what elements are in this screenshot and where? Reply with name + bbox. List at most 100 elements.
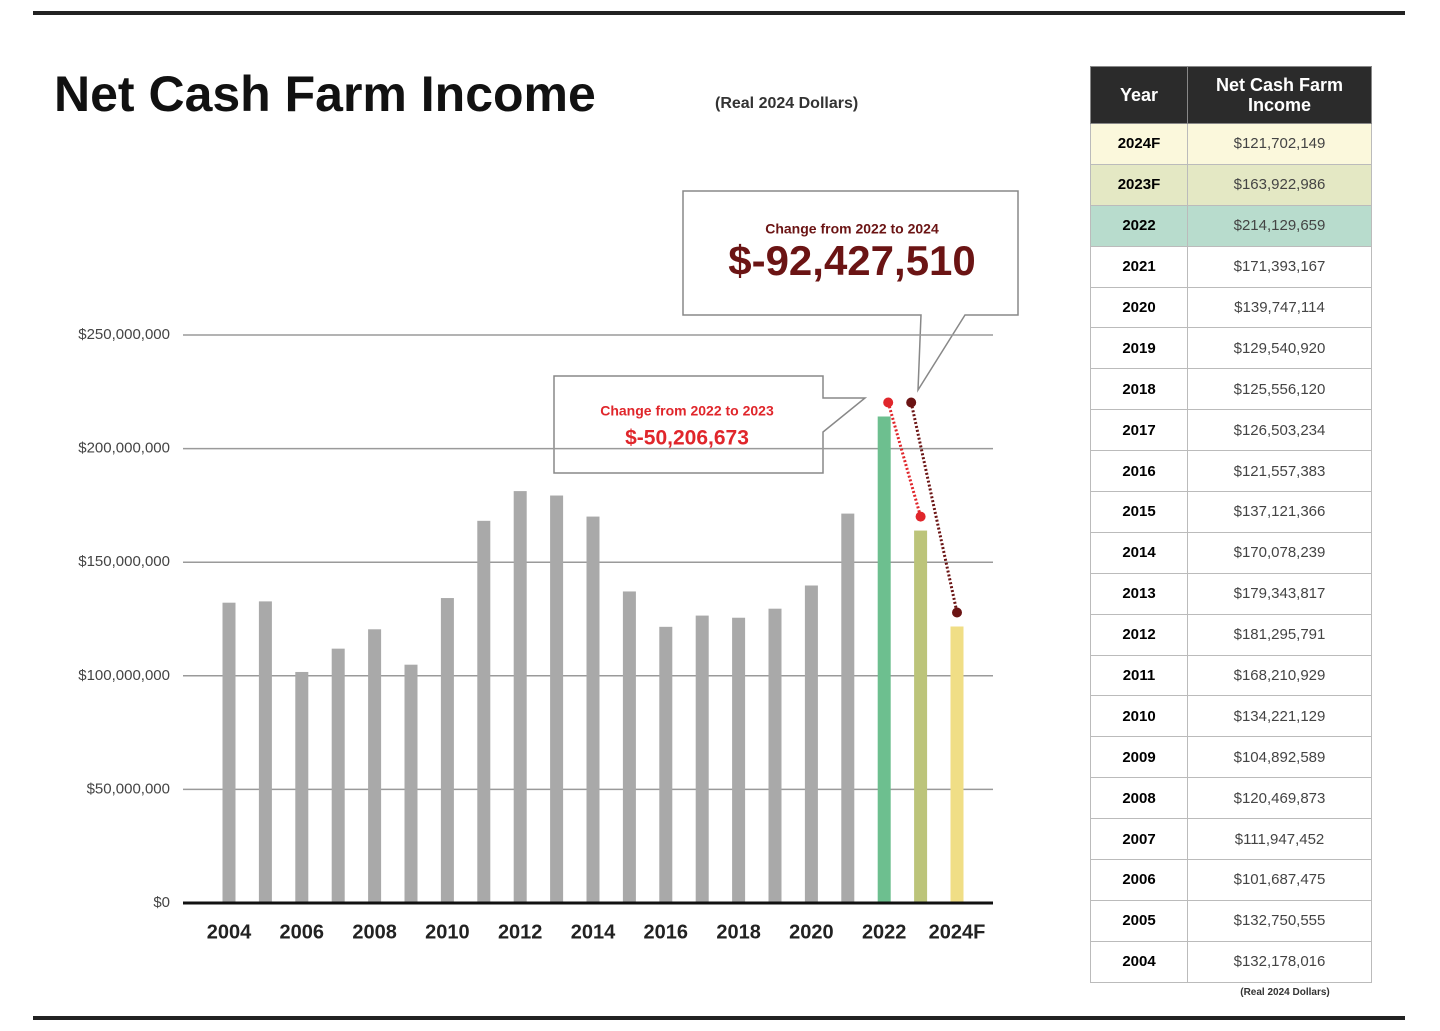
year-cell: 2006 — [1090, 859, 1188, 901]
income-cell: $170,078,239 — [1187, 531, 1372, 574]
bar — [331, 648, 345, 903]
table-row: 2015 $137,121,366 — [1090, 491, 1372, 533]
change-dot — [952, 607, 962, 618]
year-cell: 2020 — [1090, 286, 1188, 329]
year-cell: 2019 — [1090, 327, 1188, 370]
table-row: 2013 $179,343,817 — [1090, 572, 1372, 615]
table-row: 2014 $170,078,239 — [1090, 531, 1372, 574]
table-row: 2016 $121,557,383 — [1090, 450, 1372, 493]
year-cell: 2015 — [1090, 491, 1188, 533]
bottom-rule — [33, 1016, 1405, 1020]
change-dot — [915, 511, 926, 522]
table-row: 2008 $120,469,873 — [1090, 777, 1372, 820]
year-cell: 2009 — [1090, 736, 1188, 779]
bar — [440, 598, 454, 903]
table-row: 2009 $104,892,589 — [1090, 736, 1372, 779]
bar — [513, 491, 527, 903]
header-cell: Net Cash Farm Income — [1187, 66, 1372, 124]
bar — [659, 626, 673, 903]
bar — [622, 591, 636, 903]
year-cell: 2023F — [1090, 163, 1188, 206]
table-row: 2012 $181,295,791 — [1090, 613, 1372, 656]
x-tick-label: 2020 — [789, 921, 834, 943]
income-cell: $121,557,383 — [1187, 450, 1372, 493]
bar — [258, 601, 272, 903]
bar — [768, 608, 782, 903]
year-cell: 2016 — [1090, 450, 1188, 493]
header-cell: Year — [1090, 66, 1188, 124]
y-tick-label: $200,000,000 — [78, 440, 170, 457]
bar — [841, 513, 855, 903]
income-cell: $125,556,120 — [1187, 368, 1372, 411]
income-cell: $104,892,589 — [1187, 736, 1372, 779]
income-cell: $132,750,555 — [1187, 899, 1372, 942]
year-cell: 2005 — [1090, 899, 1188, 942]
bar — [222, 602, 236, 903]
year-cell: 2011 — [1090, 654, 1188, 697]
x-tick-label: 2014 — [571, 921, 616, 943]
bar — [914, 530, 928, 903]
year-cell: 2024F — [1090, 123, 1188, 165]
chart-subtitle: (Real 2024 Dollars) — [715, 95, 858, 112]
data-table: Year Net Cash Farm Income 2024F $121,702,… — [1090, 66, 1372, 983]
chart-title: Net Cash Farm Income — [54, 66, 596, 122]
income-cell: $214,129,659 — [1187, 204, 1372, 247]
callout-box — [553, 375, 868, 474]
callout-box — [682, 190, 1019, 393]
year-cell: 2010 — [1090, 695, 1188, 738]
table-row: 2023F $163,922,986 — [1090, 163, 1372, 206]
bar — [804, 585, 818, 903]
income-cell: $129,540,920 — [1187, 327, 1372, 370]
x-tick-label: 2022 — [862, 921, 907, 943]
income-cell: $137,121,366 — [1187, 491, 1372, 533]
table-row: 2011 $168,210,929 — [1090, 654, 1372, 697]
table-row: 2021 $171,393,167 — [1090, 245, 1372, 288]
table-row: 2005 $132,750,555 — [1090, 899, 1372, 942]
year-cell: 2012 — [1090, 613, 1188, 656]
y-tick-label: $50,000,000 — [87, 780, 170, 797]
income-cell: $132,178,016 — [1187, 940, 1372, 983]
bar — [404, 664, 418, 903]
year-cell: 2021 — [1090, 245, 1188, 288]
callout-value: $-92,427,510 — [728, 237, 976, 284]
year-cell: 2004 — [1090, 940, 1188, 983]
callout-label: Change from 2022 to 2024 — [765, 221, 939, 237]
year-cell: 2013 — [1090, 572, 1188, 615]
year-cell: 2017 — [1090, 409, 1188, 452]
x-tick-label: 2004 — [207, 921, 252, 943]
income-cell: $163,922,986 — [1187, 163, 1372, 206]
table-row: 2004 $132,178,016 — [1090, 940, 1372, 983]
x-tick-label: 2012 — [498, 921, 543, 943]
year-cell: 2022 — [1090, 204, 1188, 247]
bar — [368, 629, 382, 903]
table-row: 2019 $129,540,920 — [1090, 327, 1372, 370]
table-note: (Real 2024 Dollars) — [1240, 987, 1330, 998]
x-tick-label: 2016 — [644, 921, 689, 943]
top-rule — [33, 11, 1405, 15]
income-cell: $168,210,929 — [1187, 654, 1372, 697]
income-cell: $139,747,114 — [1187, 286, 1372, 329]
table-row: 2024F $121,702,149 — [1090, 123, 1372, 165]
x-tick-label: 2018 — [716, 921, 761, 943]
y-tick-label: $0 — [153, 894, 170, 911]
bar — [477, 520, 491, 903]
y-tick-label: $250,000,000 — [78, 326, 170, 343]
callout-label: Change from 2022 to 2023 — [600, 403, 774, 419]
x-tick-label: 2008 — [352, 921, 397, 943]
bar — [950, 626, 964, 903]
y-tick-label: $100,000,000 — [78, 667, 170, 684]
callout-2024: Change from 2022 to 2024 $-92,427,510 — [682, 190, 1019, 393]
table-row: 2010 $134,221,129 — [1090, 695, 1372, 738]
callout-2023: Change from 2022 to 2023 $-50,206,673 — [553, 375, 868, 474]
income-cell: $101,687,475 — [1187, 859, 1372, 901]
table-row: 2020 $139,747,114 — [1090, 286, 1372, 329]
change-dot — [883, 397, 894, 408]
income-cell: $121,702,149 — [1187, 123, 1372, 165]
bar — [695, 615, 709, 903]
bar — [295, 671, 309, 903]
bar — [877, 416, 891, 903]
x-tick-label: 2024F — [929, 921, 986, 943]
income-cell: $171,393,167 — [1187, 245, 1372, 288]
bar — [732, 617, 746, 903]
